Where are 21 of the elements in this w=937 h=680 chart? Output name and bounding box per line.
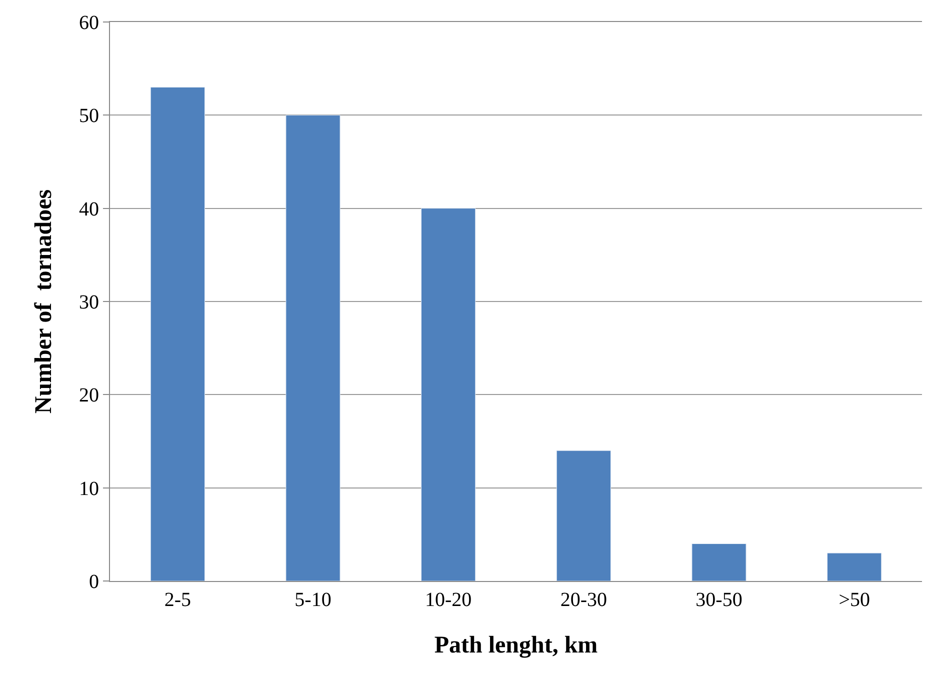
bar: [421, 208, 476, 581]
bar: [692, 543, 746, 581]
x-tick-label: >50: [838, 589, 870, 611]
y-axis-title: Number of tornadoes: [31, 189, 58, 414]
bar: [556, 450, 611, 581]
bar: [827, 552, 882, 581]
y-tick-label: 0: [89, 571, 99, 593]
y-tick-label: 40: [79, 198, 99, 220]
x-tick-label: 20-30: [560, 589, 608, 611]
y-tick-label: 10: [79, 478, 99, 500]
x-tick-label: 2-5: [164, 589, 192, 611]
x-axis-title: Path lenght, km: [434, 632, 598, 658]
y-tick-label: 60: [79, 12, 99, 34]
bar: [286, 114, 340, 581]
y-tick-label: 20: [79, 384, 99, 407]
x-tick-label: 10-20: [424, 589, 472, 611]
x-tick-label: 5-10: [294, 589, 332, 611]
y-tick-label: 50: [79, 105, 99, 128]
bar: [150, 86, 205, 581]
x-tick-label: 30-50: [696, 589, 742, 611]
y-tick-label: 30: [79, 292, 99, 314]
